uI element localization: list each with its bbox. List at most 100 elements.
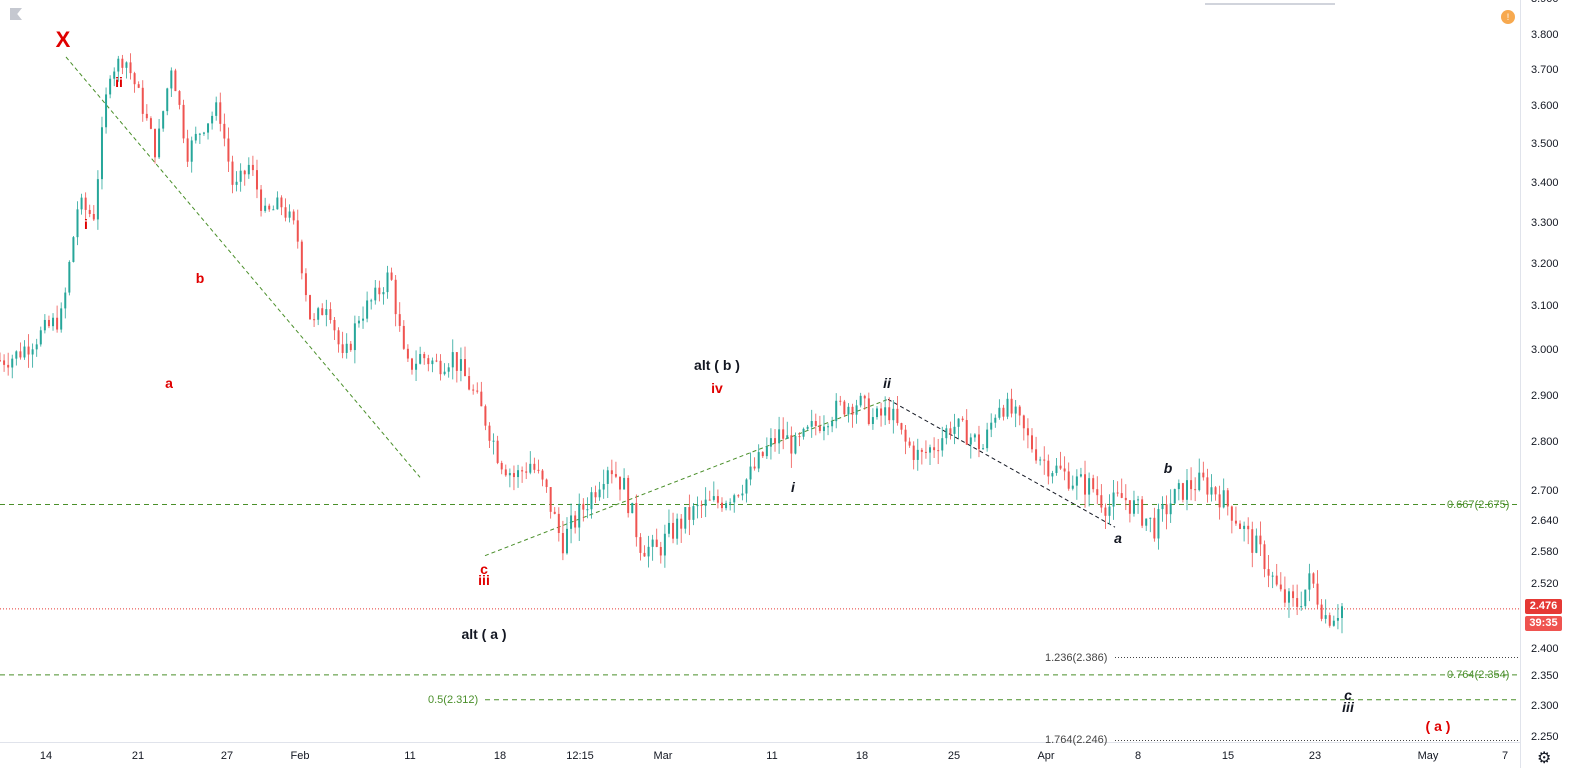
- wave-label: iii: [478, 571, 490, 588]
- x-tick-label: 12:15: [566, 750, 594, 762]
- alert-icon[interactable]: !: [1501, 10, 1515, 24]
- candle-body: [643, 552, 646, 557]
- x-tick-label: May: [1417, 750, 1439, 762]
- candle-body: [186, 138, 189, 162]
- candle-body: [929, 447, 932, 453]
- fib-level-label: 0.5(2.312): [428, 693, 479, 706]
- candle-body: [549, 487, 552, 512]
- candle-body: [23, 346, 26, 358]
- candle-body: [810, 421, 813, 427]
- candle-body: [415, 363, 418, 370]
- candle-body: [1059, 465, 1062, 469]
- candle-body: [39, 330, 42, 345]
- x-tick-label: 11: [766, 750, 778, 762]
- wave-label: a: [1114, 529, 1122, 546]
- candle-body: [1251, 529, 1254, 553]
- candle-body: [170, 70, 173, 89]
- candle-body: [268, 205, 271, 210]
- y-tick-label: 3.200: [1531, 258, 1559, 270]
- candle-body: [1137, 499, 1140, 501]
- wave-label: iv: [711, 379, 723, 396]
- candle-body: [937, 450, 940, 452]
- candle-body: [1243, 525, 1246, 529]
- settings-gear-icon[interactable]: ⚙: [1537, 750, 1552, 767]
- candle-body: [716, 496, 719, 503]
- candle-body: [749, 466, 752, 480]
- candle-body: [435, 360, 438, 362]
- x-tick-label: Apr: [1037, 750, 1055, 762]
- candle-body: [1035, 449, 1038, 461]
- candle-body: [827, 426, 830, 428]
- candle-body: [280, 197, 283, 208]
- y-tick-label: 3.900: [1531, 0, 1559, 5]
- time-scale[interactable]: [0, 742, 1520, 782]
- price-chart[interactable]: [0, 0, 1520, 742]
- candle-body: [765, 446, 768, 457]
- candle-body: [447, 367, 450, 372]
- candle-body: [1283, 589, 1286, 603]
- candle-body: [994, 417, 997, 423]
- candle-body: [875, 408, 878, 418]
- candle-body: [912, 445, 915, 460]
- candle-body: [1259, 535, 1262, 545]
- candle-body: [496, 440, 499, 463]
- candle-body: [798, 436, 801, 438]
- candle-body: [655, 539, 658, 547]
- candle-body: [957, 418, 960, 427]
- candle-body: [15, 351, 18, 359]
- candle-body: [663, 533, 666, 556]
- candle-body: [35, 344, 38, 350]
- candle-body: [949, 428, 952, 434]
- candle-body: [725, 503, 728, 509]
- candle-body: [561, 533, 564, 554]
- candle-body: [733, 495, 736, 503]
- candle-body: [1296, 598, 1299, 607]
- candle-body: [100, 127, 103, 180]
- candle-body: [264, 205, 267, 211]
- candle-body: [251, 164, 254, 171]
- fib-level-label: 1.764(2.246): [1045, 734, 1108, 747]
- wave-label: b: [1163, 459, 1173, 476]
- candle-body: [1128, 500, 1131, 514]
- wave-label: alt ( b ): [694, 356, 740, 373]
- candle-body: [304, 273, 307, 296]
- candle-body: [541, 470, 544, 480]
- candle-body: [635, 502, 638, 538]
- candle-body: [296, 220, 299, 242]
- candle-body: [337, 330, 340, 345]
- toolbar-tab[interactable]: [1205, 0, 1335, 5]
- candle-body: [1051, 473, 1054, 477]
- candle-body: [941, 438, 944, 451]
- candle-body: [737, 495, 740, 497]
- candle-body: [1312, 573, 1315, 584]
- candle-body: [806, 426, 809, 429]
- candle-body: [345, 343, 348, 353]
- candle-body: [349, 343, 352, 351]
- y-tick-label: 3.600: [1531, 100, 1559, 112]
- candle-body: [260, 189, 263, 211]
- wave-label: alt ( a ): [461, 625, 507, 642]
- x-tick-label: 21: [131, 750, 145, 762]
- candle-body: [202, 132, 205, 134]
- candle-body: [1026, 428, 1029, 436]
- candle-body: [676, 518, 679, 539]
- candle-body: [68, 261, 71, 293]
- y-tick-label: 2.400: [1531, 643, 1559, 655]
- price-scale[interactable]: [1520, 0, 1593, 768]
- candle-body: [1181, 483, 1184, 500]
- candle-body: [892, 408, 895, 421]
- candle-body: [243, 170, 246, 175]
- candle-body: [651, 539, 654, 547]
- candle-body: [1292, 591, 1295, 599]
- candle-body: [1198, 472, 1201, 491]
- candle-body: [786, 435, 789, 439]
- candle-body: [871, 417, 874, 424]
- candle-body: [761, 452, 764, 457]
- candle-body: [529, 463, 532, 473]
- candle-body: [125, 62, 128, 68]
- candle-body: [276, 197, 279, 210]
- candle-body: [774, 438, 777, 444]
- trendline-down: [65, 56, 421, 478]
- candle-body: [704, 499, 707, 506]
- candle-body: [76, 209, 79, 238]
